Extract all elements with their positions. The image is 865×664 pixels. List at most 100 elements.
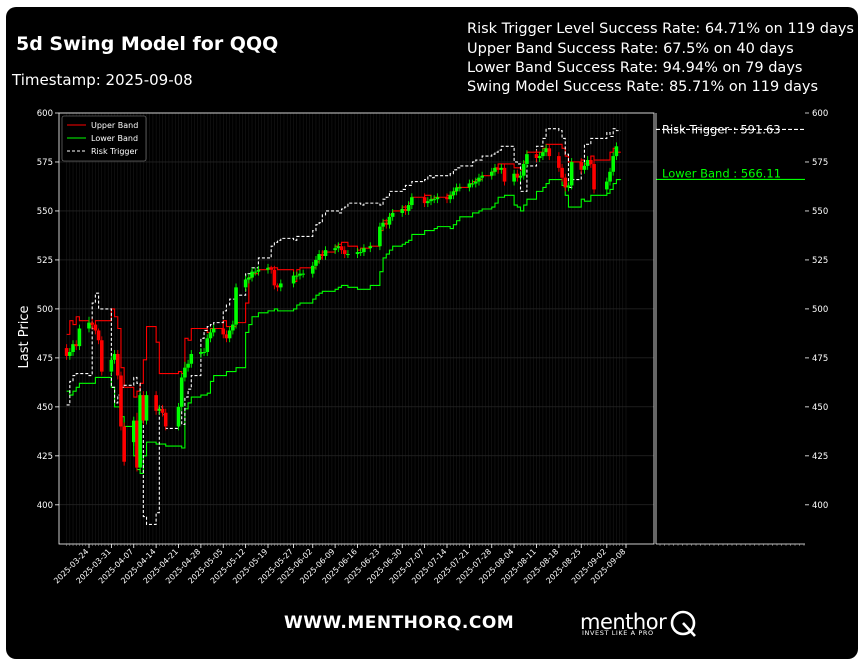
candle — [605, 177, 609, 194]
candle-body — [585, 160, 590, 166]
candle — [342, 246, 347, 258]
candle-body — [390, 212, 395, 217]
candle — [163, 408, 168, 431]
candle-body — [144, 395, 149, 421]
y-tick-label-right: 400 — [812, 501, 828, 511]
candle — [467, 179, 472, 192]
candle — [99, 336, 104, 376]
candle — [489, 167, 494, 180]
candle-body — [160, 408, 165, 413]
candle-body — [112, 353, 117, 360]
legend-risk-trigger-label: Risk Trigger — [91, 147, 138, 156]
candle — [502, 163, 507, 186]
candle-body — [234, 287, 238, 325]
candle-body — [451, 191, 456, 196]
candle-body — [227, 330, 232, 339]
candle-body — [186, 363, 190, 368]
y-tick-label-right: 475 — [812, 354, 828, 364]
candle — [179, 373, 184, 411]
candle — [211, 324, 216, 337]
legend-lower-band-label: Lower Band — [91, 134, 138, 143]
candle-body — [205, 338, 210, 353]
candle-body — [291, 275, 296, 284]
candle — [131, 416, 136, 447]
candle — [457, 183, 462, 192]
y-tick-label-right: 575 — [812, 158, 828, 168]
candle — [115, 350, 120, 380]
candle-body — [422, 197, 427, 204]
candle — [278, 279, 283, 292]
candle-body — [131, 420, 136, 443]
candle — [301, 269, 305, 278]
candle-body — [256, 269, 261, 272]
candle-body — [176, 406, 181, 427]
candle-body — [544, 148, 548, 153]
candle — [518, 171, 523, 182]
candle — [400, 205, 405, 217]
website-label[interactable]: WWW.MENTHORQ.COM — [284, 613, 515, 633]
y-tick-label-right: 550 — [812, 207, 828, 217]
candle-body — [384, 222, 389, 225]
candle-body — [400, 208, 405, 213]
candle — [339, 242, 344, 255]
candle — [515, 169, 520, 182]
candle-body — [96, 330, 101, 341]
candle-body — [250, 271, 254, 278]
candle — [563, 173, 568, 192]
candle-body — [557, 156, 561, 168]
candle — [429, 195, 433, 206]
candle — [135, 412, 139, 472]
candle-body — [563, 177, 568, 188]
candle — [227, 326, 232, 343]
candle-body — [179, 377, 184, 407]
candle — [547, 144, 552, 161]
candle-body — [119, 375, 123, 427]
candle — [384, 218, 389, 229]
candle-body — [224, 334, 229, 339]
candle-body — [333, 248, 337, 251]
candle — [566, 181, 571, 192]
candle — [537, 152, 542, 162]
stat-lower-band-success: Lower Band Success Rate: 94.94% on 79 da… — [467, 60, 803, 76]
candle-body — [183, 367, 187, 378]
candle-body — [445, 197, 449, 200]
candle — [333, 244, 337, 255]
candle-body — [502, 167, 507, 182]
candle-body — [272, 269, 277, 286]
candle-body — [566, 185, 571, 188]
candle-body — [320, 254, 325, 257]
candle-body — [547, 148, 552, 157]
chart-grid — [59, 112, 654, 544]
y-tick-label-right: 450 — [812, 403, 828, 413]
timestamp-label: Timestamp: 2025-09-08 — [12, 71, 193, 89]
candle — [403, 205, 408, 215]
candle-body — [589, 160, 593, 164]
candle — [445, 193, 449, 204]
y-tick-label: 450 — [37, 403, 53, 413]
candle-body — [68, 352, 72, 356]
lower-band-level-label: Lower Band : 566.11 — [662, 166, 781, 180]
candle-body — [477, 177, 481, 182]
candle-body — [448, 195, 452, 200]
y-tick-label: 600 — [37, 109, 53, 119]
candle — [592, 160, 596, 194]
risk-trigger-level-label: Risk Trigger : 591.63 — [662, 122, 781, 136]
candle-body — [275, 285, 280, 288]
candle — [541, 148, 545, 161]
candle-body — [336, 246, 341, 249]
candle-body — [560, 167, 564, 178]
candle — [74, 340, 79, 351]
candle-body — [253, 271, 258, 273]
candle — [387, 212, 392, 229]
candle-body — [243, 279, 248, 288]
candle-body — [199, 352, 203, 354]
candle — [499, 163, 504, 174]
candle — [426, 197, 430, 208]
candle-body — [115, 353, 120, 376]
candle — [534, 150, 539, 162]
candle — [317, 250, 321, 264]
candle-body — [231, 324, 235, 331]
candle — [496, 163, 500, 174]
candlestick-chart: Risk Trigger : 591.63 Lower Band : 566.11… — [17, 109, 828, 585]
candle — [381, 218, 385, 231]
